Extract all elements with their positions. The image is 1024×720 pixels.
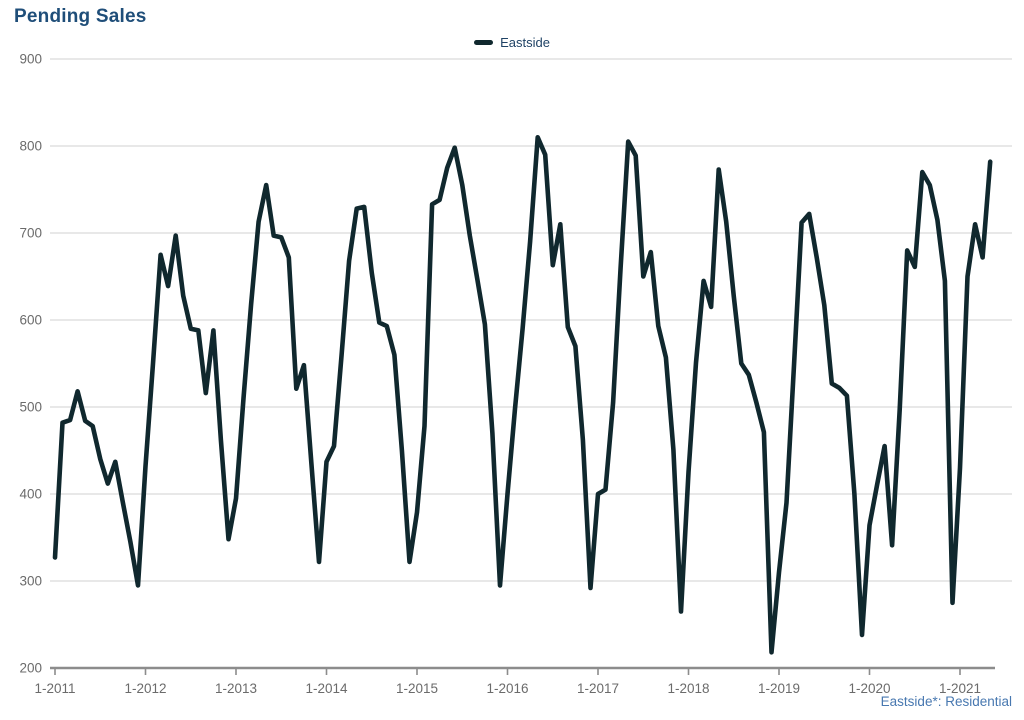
x-axis-label: 1-2020 (848, 681, 890, 696)
x-axis-label: 1-2012 (124, 681, 166, 696)
page-title: Pending Sales (14, 6, 147, 27)
x-axis-label: 1-2017 (577, 681, 619, 696)
x-axis-label: 1-2013 (215, 681, 257, 696)
y-axis-label: 400 (19, 487, 42, 502)
y-axis-label: 600 (19, 313, 42, 328)
y-axis-label: 800 (19, 139, 42, 154)
legend-series-label: Eastside (500, 35, 550, 50)
x-axis-label: 1-2015 (396, 681, 438, 696)
x-axis-label: 1-2011 (34, 681, 75, 696)
series-line-eastside (52, 135, 993, 655)
chart-footnote: Eastside*: Residential (880, 694, 1012, 709)
y-axis-label: 300 (19, 574, 42, 589)
chart-legend: Eastside (0, 35, 1024, 50)
legend-line-swatch-icon (474, 40, 494, 45)
y-axis-label: 900 (19, 52, 42, 67)
y-axis-label: 500 (19, 400, 42, 415)
x-axis-label: 1-2021 (939, 681, 981, 696)
y-axis-label: 200 (19, 661, 42, 676)
x-axis-label: 1-2014 (305, 681, 348, 696)
x-axis-label: 1-2019 (758, 681, 800, 696)
x-axis-label: 1-2016 (486, 681, 528, 696)
x-axis-label: 1-2018 (667, 681, 709, 696)
y-axis-label: 700 (19, 226, 42, 241)
